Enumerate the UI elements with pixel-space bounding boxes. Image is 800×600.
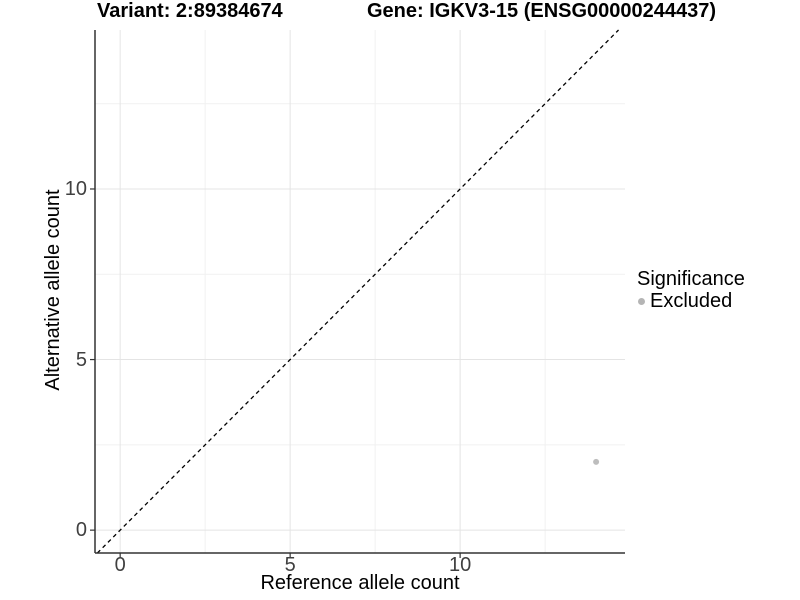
y-axis-title: Alternative allele count bbox=[42, 189, 64, 391]
legend-title: Significance bbox=[637, 268, 745, 290]
legend-item-excluded: Excluded bbox=[637, 290, 745, 312]
excluded-point-icon bbox=[638, 297, 645, 305]
legend-item-label: Excluded bbox=[650, 290, 733, 312]
data-point bbox=[593, 458, 600, 465]
identity-line bbox=[96, 29, 620, 554]
plot-title-variant: Variant: 2:89384674 bbox=[97, 0, 283, 22]
legend: Significance Excluded bbox=[637, 268, 745, 312]
x-axis-title: Reference allele count bbox=[260, 572, 460, 594]
plot-title-gene: Gene: IGKV3-15 (ENSG00000244437) bbox=[367, 0, 717, 22]
